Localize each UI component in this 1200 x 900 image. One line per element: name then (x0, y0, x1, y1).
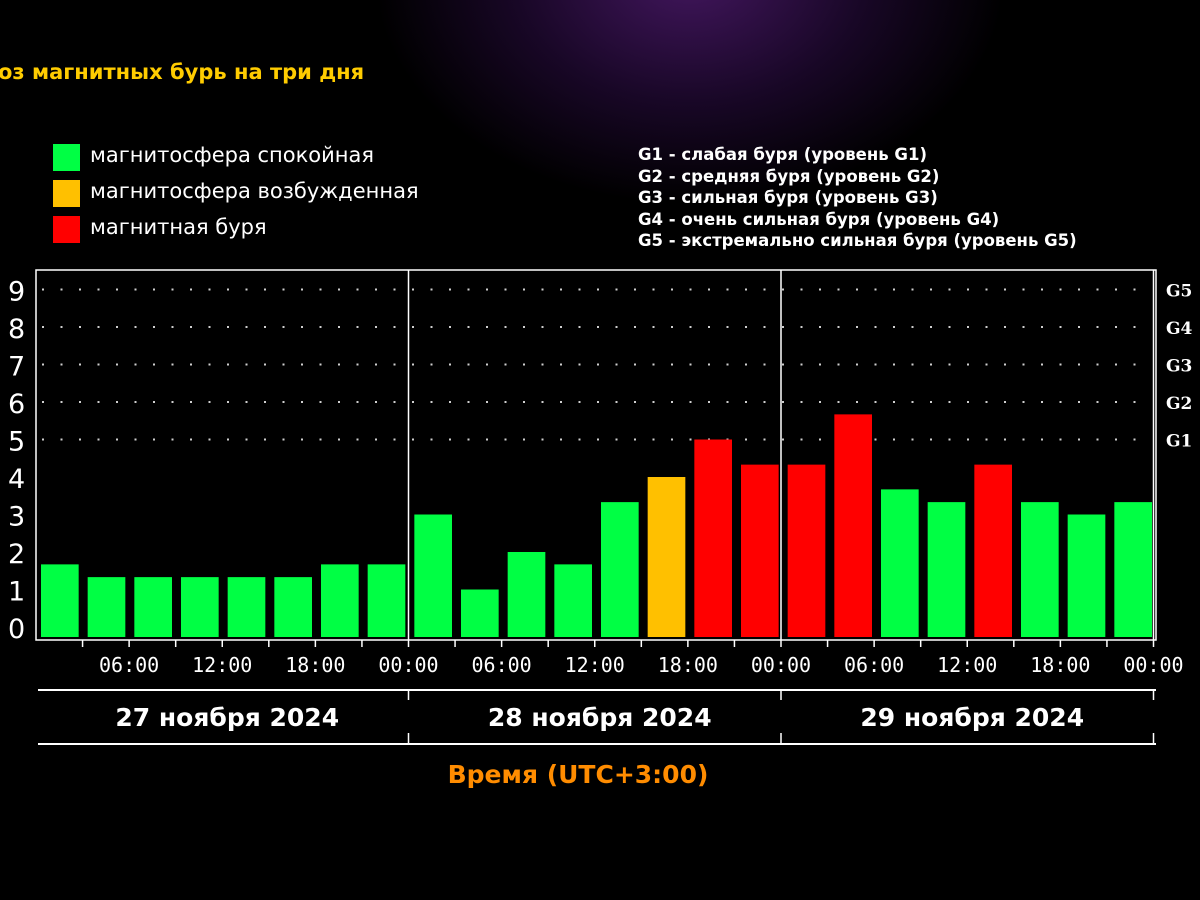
right-tick-label: G2 (1166, 394, 1192, 414)
right-tick-label: G1 (1166, 432, 1192, 452)
date-label: 29 ноября 2024 (860, 703, 1084, 732)
bar (694, 439, 732, 637)
bar (321, 564, 359, 637)
y-tick-label: 7 (8, 352, 25, 383)
bar (834, 414, 872, 637)
bar (974, 464, 1012, 637)
bar (881, 489, 919, 637)
x-tick-label: 18:00 (658, 653, 718, 677)
date-label: 28 ноября 2024 (488, 703, 712, 732)
bar (1114, 502, 1152, 637)
legend-swatch-storm (53, 216, 80, 243)
right-tick-label: G3 (1166, 357, 1192, 377)
bar (367, 564, 406, 637)
y-tick-label: 4 (8, 464, 25, 495)
x-tick-label: 00:00 (1123, 653, 1183, 677)
storm-scale-g4: G4 - очень сильная буря (уровень G4) (638, 209, 1000, 229)
bar (134, 577, 172, 637)
x-tick-label: 12:00 (192, 653, 252, 677)
legend-label-storm: магнитная буря (90, 215, 267, 239)
y-tick-label: 3 (8, 502, 25, 533)
plot-frame (35, 269, 1157, 641)
y-tick-label: 0 (8, 614, 25, 645)
bar (181, 577, 219, 637)
bar (1067, 514, 1106, 637)
x-axis-label: Время (UTC+3:00) (447, 760, 709, 789)
x-tick-label: 06:00 (844, 653, 904, 677)
bar (647, 477, 686, 637)
x-tick-label: 06:00 (472, 653, 532, 677)
bar (927, 502, 966, 637)
bar (1021, 502, 1059, 637)
x-tick-label: 12:00 (565, 653, 625, 677)
right-tick-label: G5 (1166, 282, 1192, 302)
bar (787, 464, 826, 637)
legend-label-quiet: магнитосфера спокойная (90, 143, 375, 167)
bar (87, 577, 126, 637)
y-tick-label: 6 (8, 389, 25, 420)
bar (41, 564, 79, 637)
bar (554, 564, 592, 637)
x-tick-label: 18:00 (1030, 653, 1090, 677)
x-tick-label: 06:00 (99, 653, 159, 677)
y-tick-label: 2 (8, 539, 25, 570)
storm-scale-legend: G1 - слабая буря (уровень G1) G2 - средн… (638, 144, 1077, 252)
bar (741, 464, 779, 637)
legend-swatch-quiet (53, 144, 80, 171)
y-tick-label: 1 (8, 577, 25, 608)
x-tick-label: 18:00 (285, 653, 345, 677)
legend-label-active: магнитосфера возбужденная (90, 179, 419, 203)
bar (274, 577, 312, 637)
bar (507, 552, 546, 637)
y-tick-label: 8 (8, 314, 25, 345)
y-tick-label: 5 (8, 427, 25, 458)
storm-scale-g3: G3 - сильная буря (уровень G3) (638, 188, 938, 207)
x-tick-label: 00:00 (751, 653, 811, 677)
bar (461, 589, 499, 637)
storm-scale-g5: G5 - экстремально сильная буря (уровень … (638, 231, 1077, 250)
bar (414, 514, 452, 637)
bar (601, 502, 639, 637)
x-tick-label: 12:00 (937, 653, 997, 677)
storm-scale-g2: G2 - средняя буря (уровень G2) (638, 166, 940, 186)
bar (227, 577, 266, 637)
legend-swatch-active (53, 180, 80, 207)
y-tick-label: 9 (8, 277, 25, 308)
date-label: 27 ноября 2024 (115, 703, 339, 732)
right-tick-label: G4 (1166, 319, 1193, 339)
x-tick-label: 00:00 (378, 653, 438, 677)
page-title: оз магнитных бурь на три дня (0, 60, 365, 84)
storm-scale-g1: G1 - слабая буря (уровень G1) (638, 145, 927, 164)
